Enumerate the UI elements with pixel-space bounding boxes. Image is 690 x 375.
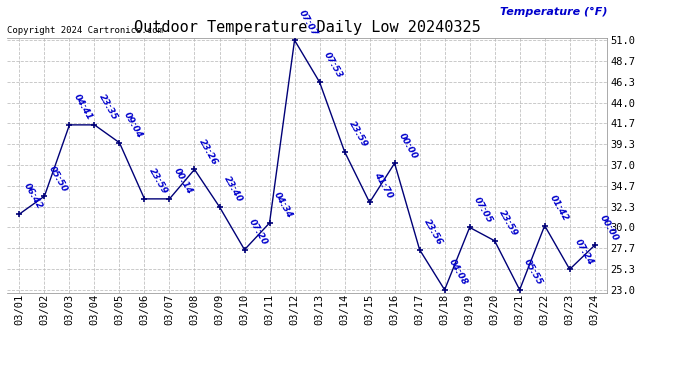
Text: 23:35: 23:35 [97, 93, 119, 122]
Text: 07:05: 07:05 [473, 195, 495, 225]
Text: 41:70: 41:70 [373, 170, 395, 200]
Text: 23:26: 23:26 [197, 137, 219, 166]
Text: Copyright 2024 Cartronics.com: Copyright 2024 Cartronics.com [7, 26, 163, 35]
Text: 05:55: 05:55 [522, 258, 544, 287]
Text: Temperature (°F): Temperature (°F) [500, 7, 607, 17]
Text: 23:40: 23:40 [222, 175, 244, 204]
Text: 23:56: 23:56 [422, 217, 444, 247]
Text: 05:50: 05:50 [47, 164, 69, 194]
Text: 07:24: 07:24 [573, 237, 595, 267]
Text: 06:42: 06:42 [22, 182, 44, 211]
Text: 23:59: 23:59 [147, 167, 169, 196]
Text: 09:04: 09:04 [122, 111, 144, 140]
Text: 00:14: 00:14 [172, 167, 195, 196]
Text: 07:07: 07:07 [297, 8, 319, 38]
Text: 01:42: 01:42 [547, 194, 569, 223]
Text: 07:20: 07:20 [247, 217, 269, 247]
Text: 04:41: 04:41 [72, 93, 95, 122]
Text: 00:00: 00:00 [598, 213, 620, 243]
Text: 07:53: 07:53 [322, 50, 344, 79]
Text: 00:00: 00:00 [397, 131, 420, 160]
Text: 04:34: 04:34 [273, 191, 295, 220]
Title: Outdoor Temperature Daily Low 20240325: Outdoor Temperature Daily Low 20240325 [134, 20, 480, 35]
Text: 23:59: 23:59 [347, 120, 369, 149]
Text: 23:59: 23:59 [497, 209, 520, 238]
Text: 04:08: 04:08 [447, 258, 469, 287]
